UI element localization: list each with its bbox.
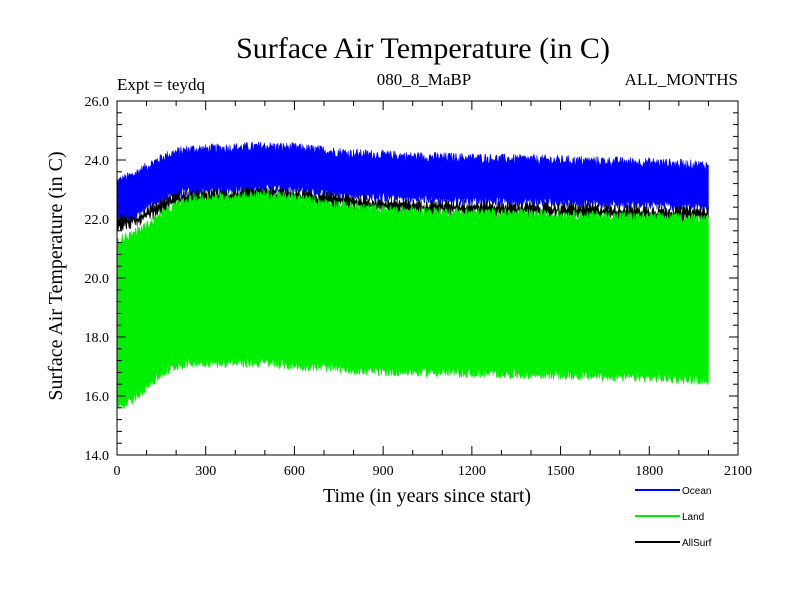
experiment-label: Expt = teydq [117, 75, 205, 94]
x-tick-label: 300 [195, 464, 216, 479]
legend-item-ocean: Ocean [635, 486, 711, 497]
legend: Ocean Land AllSurf [635, 486, 712, 549]
y-axis-label: Surface Air Temperature (in C) [45, 151, 67, 400]
legend-label: Ocean [682, 486, 711, 497]
x-tick-label: 600 [284, 464, 305, 479]
legend-label: Land [682, 512, 704, 523]
y-tick-labels: 14.0 16.0 18.0 20.0 22.0 24.0 26.0 [85, 95, 110, 464]
y-tick-label: 18.0 [85, 331, 110, 346]
y-tick-label: 22.0 [85, 213, 110, 228]
legend-label: AllSurf [682, 538, 712, 549]
y-tick-label: 16.0 [85, 390, 110, 405]
x-tick-label: 900 [373, 464, 394, 479]
series-band-land [116, 189, 709, 410]
legend-item-allsurf: AllSurf [635, 538, 712, 549]
y-tick-label: 24.0 [85, 154, 110, 169]
y-tick-label: 14.0 [85, 449, 110, 464]
x-tick-label: 2100 [724, 464, 752, 479]
plot-frame [116, 100, 739, 456]
x-axis-label: Time (in years since start) [323, 485, 531, 507]
y-tick-label: 20.0 [85, 272, 110, 287]
x-tick-labels: 0 300 600 900 1200 1500 1800 2100 [114, 464, 753, 479]
months-label: ALL_MONTHS [625, 70, 738, 89]
chart-title: Surface Air Temperature (in C) [236, 32, 610, 65]
y-tick-label: 26.0 [85, 95, 110, 110]
series-group [116, 141, 709, 410]
series-land [116, 189, 709, 410]
x-tick-label: 1800 [635, 464, 663, 479]
x-tick-label: 1200 [458, 464, 486, 479]
x-tick-label: 1500 [547, 464, 575, 479]
x-tick-label: 0 [114, 464, 121, 479]
period-label: 080_8_MaBP [377, 70, 471, 89]
legend-item-land: Land [635, 512, 704, 523]
